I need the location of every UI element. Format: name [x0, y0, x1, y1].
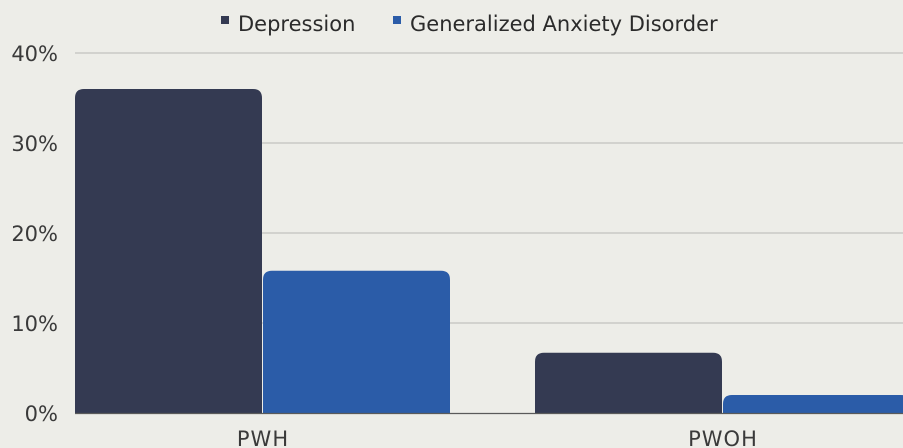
legend-label: Generalized Anxiety Disorder	[410, 12, 718, 36]
legend: Depression Generalized Anxiety Disorder	[221, 12, 718, 36]
y-tick-label: 0%	[25, 402, 58, 426]
bars	[75, 89, 903, 413]
y-tick-label: 30%	[11, 132, 58, 156]
bar-generalized-anxiety-disorder-pwh	[263, 270, 450, 413]
bar-generalized-anxiety-disorder-pwoh	[723, 395, 903, 413]
legend-label: Depression	[238, 12, 355, 36]
x-category-label: PWH	[237, 427, 289, 448]
bar-depression-pwh	[75, 89, 262, 413]
y-tick-label: 40%	[11, 42, 58, 66]
y-axis-ticks: 0% 10% 20% 30% 40%	[11, 42, 58, 426]
x-category-label: PWOH	[688, 427, 758, 448]
y-tick-label: 20%	[11, 222, 58, 246]
x-axis-categories: PWH PWOH	[237, 427, 758, 448]
legend-marker	[393, 16, 401, 24]
y-tick-label: 10%	[11, 312, 58, 336]
legend-marker	[221, 16, 229, 24]
bar-depression-pwoh	[535, 352, 722, 413]
